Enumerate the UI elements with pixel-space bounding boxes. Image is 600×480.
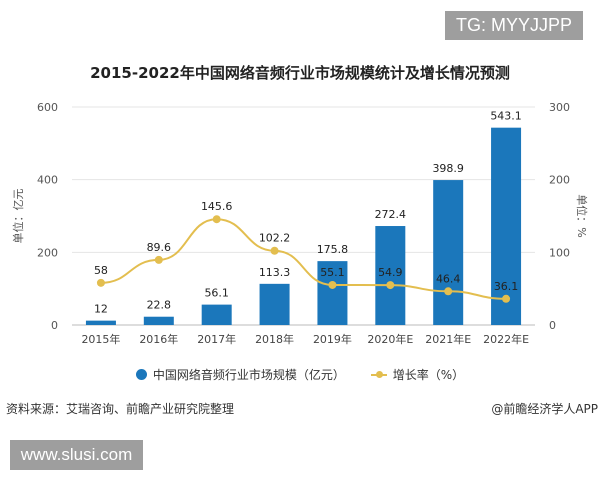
x-tick-label: 2016年 [139, 332, 178, 346]
bar [491, 127, 522, 325]
growth-point [96, 278, 105, 287]
growth-data-label: 55.1 [320, 266, 345, 279]
bar [259, 283, 290, 325]
y2-tick-label: 0 [549, 319, 556, 332]
bar [85, 320, 116, 325]
legend: 中国网络音频行业市场规模（亿元） 增长率（%） [0, 366, 600, 383]
x-tick-label: 2018年 [255, 332, 294, 346]
legend-bar-swatch [135, 369, 147, 380]
growth-data-label: 102.2 [259, 232, 291, 245]
growth-point [444, 287, 453, 296]
watermark-top: TG: MYYJJPP [445, 11, 583, 40]
bar-data-label: 398.9 [432, 162, 464, 175]
source-note: 资料来源：艾瑞咨询、前瞻产业研究院整理 [6, 402, 235, 416]
bar [375, 226, 406, 325]
chart: 0 200 400 600 0 100 200 300 单位：亿元 单位：% 12 2015年 22.8… [11, 101, 589, 346]
growth-point [328, 280, 337, 289]
x-tick-label: 2017年 [197, 332, 236, 346]
bar [433, 180, 464, 325]
x-tick-label: 2021年E [425, 332, 471, 346]
x-tick-label: 2019年 [313, 332, 352, 346]
bar-data-label: 272.4 [375, 208, 407, 221]
x-tick-label: 2015年 [81, 332, 120, 346]
legend-line-label: 增长率（%） [392, 368, 465, 382]
growth-data-label: 54.9 [378, 266, 403, 279]
x-tick-label: 2022年E [483, 332, 529, 346]
bar-data-label: 22.8 [147, 299, 172, 312]
bar-data-label: 175.8 [317, 243, 349, 256]
bar [201, 304, 232, 325]
credit: @前瞻经济学人APP [491, 402, 598, 416]
bar-data-label: 543.1 [490, 110, 522, 123]
growth-point [270, 246, 279, 255]
growth-data-label: 58 [94, 264, 108, 277]
growth-point [502, 294, 511, 303]
bar-data-label: 56.1 [204, 287, 229, 300]
growth-line [100, 218, 507, 300]
growth-point [212, 215, 221, 224]
bar-data-label: 113.3 [259, 266, 291, 279]
y-axis-label: 单位：亿元 [11, 189, 25, 244]
y-tick-label: 0 [51, 319, 58, 332]
chart-title: 2015-2022年中国网络音频行业市场规模统计及增长情况预测 [90, 64, 510, 82]
y2-tick-label: 200 [549, 174, 570, 187]
y2-tick-label: 300 [549, 101, 570, 114]
growth-data-label: 89.6 [147, 241, 172, 254]
growth-data-label: 145.6 [201, 200, 233, 213]
x-tick-label: 2020年E [367, 332, 413, 346]
legend-line-swatch [370, 370, 387, 378]
growth-data-label: 46.4 [436, 272, 461, 285]
y-tick-label: 600 [37, 101, 58, 114]
y2-axis-label: 单位：% [575, 194, 589, 237]
bar [143, 316, 174, 325]
y-tick-label: 400 [37, 174, 58, 187]
legend-bar-label: 中国网络音频行业市场规模（亿元） [152, 368, 345, 382]
watermark-bottom: www.slusi.com [10, 440, 143, 470]
bar [317, 261, 348, 325]
growth-data-label: 36.1 [494, 280, 519, 293]
y-tick-label: 200 [37, 246, 58, 259]
growth-point [154, 255, 163, 264]
growth-point [386, 281, 395, 290]
y2-tick-label: 100 [549, 246, 570, 259]
bar-data-label: 12 [94, 303, 108, 316]
